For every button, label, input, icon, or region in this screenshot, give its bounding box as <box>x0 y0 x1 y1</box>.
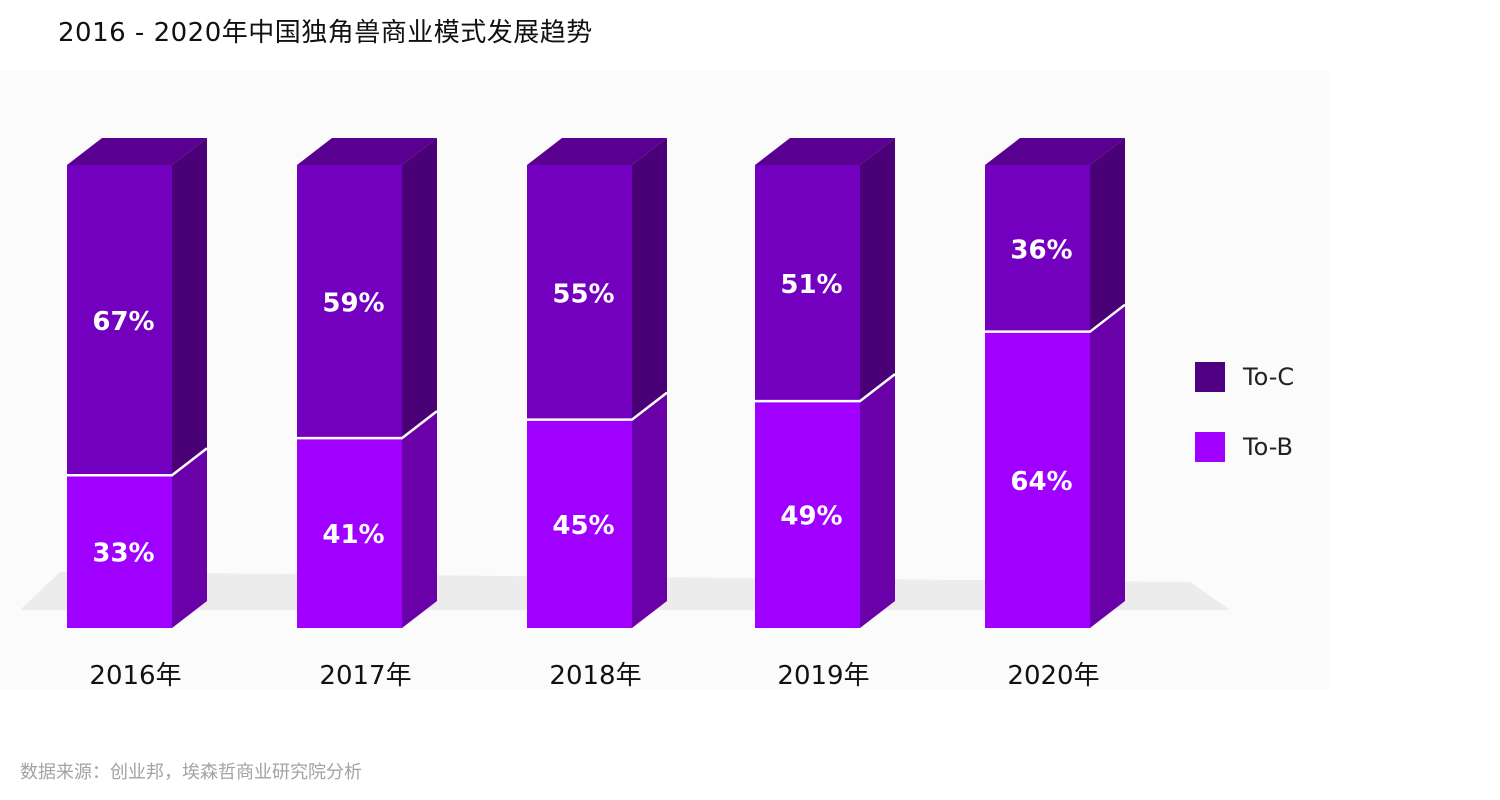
bar-to-b-side <box>1090 304 1125 628</box>
bar-to-c-front <box>67 165 172 476</box>
legend-label-to-c: To-C <box>1242 363 1294 391</box>
bar-to-b-side <box>402 411 437 628</box>
segment-divider <box>985 303 1126 333</box>
source-note: 数据来源：创业邦，埃森哲商业研究院分析 <box>20 762 362 783</box>
data-label-to-c: 36% <box>1010 235 1072 265</box>
legend: To-C To-B <box>1195 362 1294 462</box>
legend-swatch-to-c <box>1195 362 1225 392</box>
bar-to-c-side <box>402 138 437 439</box>
bar-top-face <box>297 138 437 165</box>
bar-top-face <box>67 138 207 165</box>
bar-to-b-side <box>632 392 667 628</box>
bar-to-b-side <box>860 374 895 628</box>
data-label-to-b: 41% <box>322 520 384 550</box>
segment-divider <box>67 447 208 477</box>
data-label-to-b: 64% <box>1010 467 1072 497</box>
bar-to-c-front <box>297 165 402 439</box>
legend-label-to-b: To-B <box>1242 433 1293 461</box>
segment-divider <box>297 410 438 440</box>
bar-to-c-side <box>1090 138 1125 332</box>
bar-to-b-front <box>527 419 632 628</box>
bar-top-face <box>527 138 667 165</box>
data-label-to-b: 45% <box>552 511 614 541</box>
bar-to-b-front <box>985 331 1090 628</box>
data-label-to-c: 55% <box>552 279 614 309</box>
chart-title: 2016 - 2020年中国独角兽商业模式发展趋势 <box>58 18 593 48</box>
data-label-to-c: 51% <box>780 270 842 300</box>
bar-to-b-front <box>297 438 402 628</box>
x-tick-label: 2017年 <box>319 661 411 691</box>
bar-to-b-side <box>172 448 207 628</box>
data-label-to-b: 49% <box>780 502 842 532</box>
bar-to-c-side <box>172 138 207 476</box>
x-tick-label: 2016年 <box>89 661 181 691</box>
bar-to-b-front <box>67 475 172 628</box>
bar-to-c-side <box>860 138 895 402</box>
x-tick-label: 2020年 <box>1007 661 1099 691</box>
bar-to-c-front <box>527 165 632 420</box>
bar-top-face <box>755 138 895 165</box>
segment-divider <box>755 373 896 403</box>
labels-group: 67% 33% 2016年 59% 41% 2017年 55% 45% 2018年 51% 49% 2… <box>89 235 1099 691</box>
bar-to-c-side <box>632 138 667 420</box>
x-tick-label: 2019年 <box>777 661 869 691</box>
data-label-to-b: 33% <box>92 539 154 569</box>
bar-top-face <box>985 138 1125 165</box>
data-label-to-c: 59% <box>322 289 384 319</box>
bar-to-b-front <box>755 401 860 628</box>
bars-group <box>67 138 1126 628</box>
segment-divider <box>527 391 668 421</box>
x-tick-label: 2018年 <box>549 661 641 691</box>
bar-to-c-front <box>755 165 860 402</box>
data-label-to-c: 67% <box>92 307 154 337</box>
legend-swatch-to-b <box>1195 432 1225 462</box>
bar-to-c-front <box>985 165 1090 332</box>
